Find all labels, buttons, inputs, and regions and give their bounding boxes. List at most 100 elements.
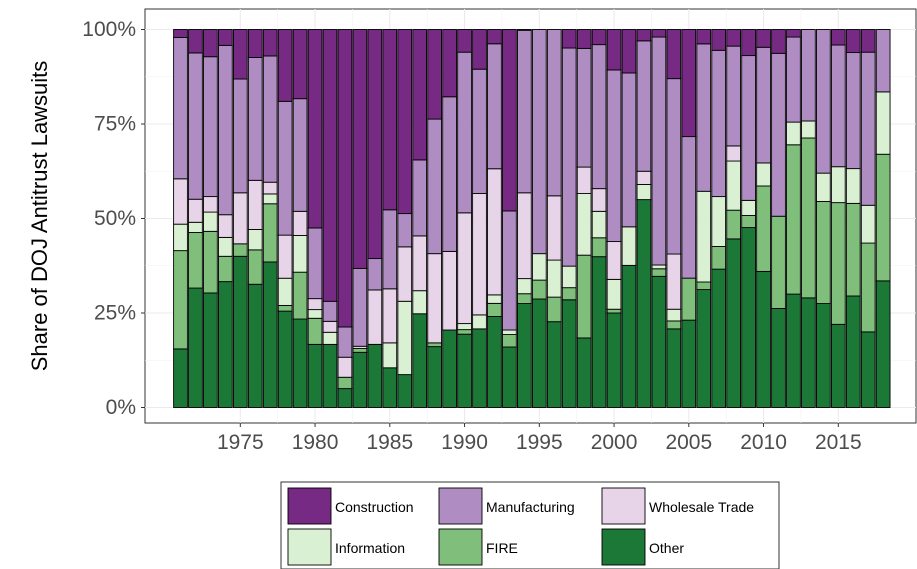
- bar-segment: [262, 55, 278, 183]
- bar-segment: [741, 215, 756, 229]
- bar-segment: [726, 238, 742, 408]
- bar-segment: [517, 29, 532, 31]
- legend-swatch: [287, 487, 332, 525]
- bar-segment: [203, 292, 218, 408]
- bar-segment: [217, 236, 233, 257]
- bar-segment: [277, 100, 293, 236]
- bar-segment: [636, 29, 652, 42]
- bar-segment: [502, 29, 517, 212]
- bar-segment: [816, 201, 831, 305]
- legend-label: Information: [335, 540, 405, 556]
- bar-segment: [472, 29, 487, 70]
- bar-segment: [726, 29, 742, 47]
- bar-segment: [427, 253, 443, 344]
- bar-segment: [188, 287, 203, 408]
- bar-segment: [367, 29, 383, 260]
- bar-segment: [845, 29, 861, 54]
- bar-segment: [262, 203, 278, 263]
- bar-segment: [502, 346, 517, 408]
- x-tick-label: 2005: [665, 431, 712, 454]
- bar-segment: [457, 212, 472, 325]
- bar-segment: [801, 297, 816, 408]
- bar-segment: [561, 47, 577, 267]
- y-axis: 0% 25% 50% 75% 100%: [82, 18, 145, 419]
- legend-swatch: [601, 528, 646, 566]
- bar-segment: [696, 289, 712, 408]
- bar-segment: [397, 246, 413, 302]
- bar-segment: [531, 29, 547, 255]
- bar-segment: [860, 242, 876, 333]
- bar-segment: [397, 300, 413, 376]
- legend-swatch: [287, 528, 332, 566]
- bar-segment: [591, 29, 607, 46]
- bar-segment: [367, 289, 383, 345]
- bar-segment: [606, 308, 622, 314]
- bar-segment: [412, 29, 428, 161]
- bar-segment: [651, 264, 667, 270]
- bar-segment: [382, 209, 398, 290]
- bar-segment: [247, 249, 263, 285]
- bar-segment: [412, 313, 428, 408]
- bar-segment: [531, 253, 547, 281]
- y-tick-label: 0%: [106, 396, 136, 419]
- bar-segment: [232, 255, 248, 408]
- bar-segment: [621, 264, 637, 408]
- bar-segment: [771, 52, 786, 217]
- bar-segment: [292, 235, 308, 273]
- bar-segment: [397, 374, 413, 408]
- bar-segment: [367, 343, 383, 408]
- bar-segment: [502, 329, 517, 336]
- bar-segment: [606, 241, 622, 280]
- bar-segment: [711, 246, 727, 270]
- bar-segment: [322, 300, 338, 322]
- bar-segment: [561, 265, 577, 289]
- bar-segment: [786, 29, 801, 38]
- bar-segment: [666, 308, 682, 322]
- legend-label: Construction: [335, 499, 414, 515]
- bar-segment: [531, 279, 547, 300]
- bar-segment: [322, 331, 338, 345]
- bar-segment: [307, 298, 323, 311]
- legend-label: Wholesale Trade: [649, 499, 754, 515]
- bar-segment: [726, 145, 742, 162]
- legend-swatch: [601, 487, 646, 525]
- bar-segment: [696, 190, 712, 283]
- bar-segment: [382, 288, 398, 344]
- legend-swatch: [438, 487, 483, 525]
- bar-segment: [487, 302, 502, 317]
- bar-segment: [681, 136, 697, 279]
- bar-segment: [711, 49, 727, 198]
- x-tick-label: 2000: [591, 431, 638, 454]
- y-tick-label: 100%: [82, 18, 136, 41]
- bar-segment: [830, 323, 846, 408]
- bar-segment: [756, 185, 771, 272]
- bar-segment: [741, 55, 756, 201]
- bar-segment: [606, 278, 622, 310]
- bar-segment: [188, 198, 203, 223]
- bar-segment: [711, 196, 727, 247]
- bar-segment: [412, 235, 428, 292]
- bar-segment: [546, 29, 562, 197]
- bar-segment: [576, 166, 592, 194]
- bar-segment: [771, 29, 786, 54]
- bar-segment: [292, 98, 308, 212]
- bar-segment: [845, 168, 861, 204]
- bar-segment: [307, 29, 323, 229]
- bar-segment: [442, 29, 457, 98]
- bar-segment: [696, 43, 712, 192]
- bar-segment: [188, 52, 203, 200]
- bar-segment: [576, 47, 592, 168]
- bar-segment: [576, 337, 592, 408]
- bars-layer: [173, 29, 891, 408]
- y-tick-label: 25%: [94, 302, 136, 325]
- bar-segment: [337, 376, 353, 390]
- bar-segment: [382, 367, 398, 408]
- bar-segment: [606, 69, 622, 243]
- bar-segment: [666, 328, 682, 408]
- bar-segment: [247, 29, 263, 58]
- bar-segment: [247, 179, 263, 230]
- bar-segment: [830, 29, 846, 46]
- bar-segment: [337, 29, 353, 328]
- bar-segment: [591, 44, 607, 190]
- bar-segment: [771, 215, 786, 309]
